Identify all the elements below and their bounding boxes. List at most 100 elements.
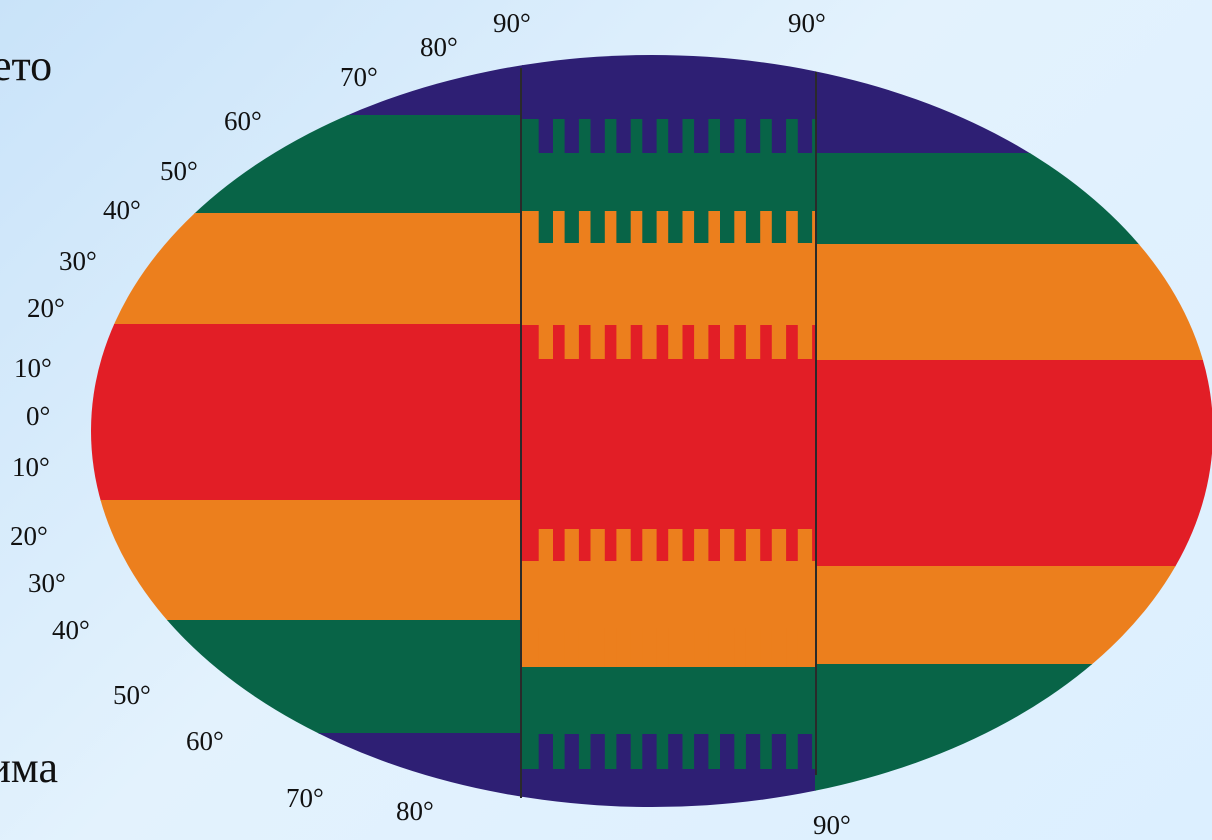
comb-tooth xyxy=(642,211,657,243)
comb-tooth xyxy=(694,628,709,667)
comb-tooth xyxy=(590,628,605,667)
comb-tooth xyxy=(642,119,657,153)
comb-tooth xyxy=(694,734,709,770)
lat-label-s70: 70° xyxy=(286,783,324,813)
comb-tooth xyxy=(538,628,553,667)
comb-tooth xyxy=(668,734,683,770)
comb-tooth xyxy=(590,119,605,153)
comb-tooth xyxy=(590,211,605,243)
season-label-summer: лето xyxy=(0,41,52,90)
band-temperate-north-left xyxy=(91,115,523,214)
comb-tooth xyxy=(668,628,683,667)
comb-tooth xyxy=(745,211,761,243)
band-tropical-right xyxy=(815,360,1212,567)
right-section xyxy=(815,55,1212,807)
comb-tooth xyxy=(538,211,553,243)
band-temperate-south-left xyxy=(91,620,523,734)
comb-subtropical-south xyxy=(538,529,813,562)
comb-tooth xyxy=(564,119,579,153)
comb-tooth xyxy=(745,119,761,153)
comb-tooth xyxy=(564,734,579,770)
meridian-label-top-left: 90° xyxy=(493,8,531,38)
band-polar-north-right xyxy=(815,55,1212,154)
comb-tooth xyxy=(616,325,631,359)
lat-label-equator: 0° xyxy=(26,401,50,431)
lat-label-s30: 30° xyxy=(28,568,66,598)
comb-tooth xyxy=(668,119,683,153)
comb-tooth xyxy=(771,628,787,667)
comb-tooth xyxy=(694,529,709,562)
lat-label-s20: 20° xyxy=(10,521,48,551)
comb-tooth xyxy=(745,734,761,770)
comb-tooth xyxy=(590,325,605,359)
comb-tooth xyxy=(771,211,787,243)
comb-tooth xyxy=(538,325,553,359)
comb-tooth xyxy=(797,529,813,562)
lat-label-n40: 40° xyxy=(103,195,141,225)
comb-tooth xyxy=(771,734,787,770)
lat-label-n10: 10° xyxy=(14,353,52,383)
band-subtropical-north-right xyxy=(815,244,1212,361)
comb-subtropical-north xyxy=(538,325,813,359)
comb-tooth xyxy=(694,211,709,243)
comb-tooth xyxy=(538,529,553,562)
comb-tooth xyxy=(642,734,657,770)
comb-tooth xyxy=(616,734,631,770)
comb-tooth xyxy=(616,529,631,562)
comb-tooth xyxy=(720,119,735,153)
comb-tooth xyxy=(668,211,683,243)
comb-tooth xyxy=(590,734,605,770)
earth-oval xyxy=(91,55,1212,807)
band-temperate-south-right xyxy=(815,664,1212,807)
lat-label-n50: 50° xyxy=(160,156,198,186)
meridian-label-top-right: 90° xyxy=(788,8,826,38)
lat-label-n60: 60° xyxy=(224,106,262,136)
comb-tooth xyxy=(616,211,631,243)
comb-tooth xyxy=(720,325,735,359)
lat-label-n80: 80° xyxy=(420,32,458,62)
lat-label-s60: 60° xyxy=(186,726,224,756)
comb-tooth xyxy=(642,325,657,359)
comb-tooth xyxy=(745,628,761,667)
lat-label-s50: 50° xyxy=(113,680,151,710)
comb-tooth xyxy=(797,734,813,770)
comb-tooth xyxy=(642,628,657,667)
comb-subtropical-south-2 xyxy=(538,628,813,667)
comb-tooth xyxy=(720,211,735,243)
comb-tooth xyxy=(564,211,579,243)
band-subtropical-north-left xyxy=(91,213,523,325)
band-subtropical-south-right xyxy=(815,566,1212,665)
band-polar-north-mid xyxy=(522,55,816,120)
band-polar-south-mid xyxy=(522,769,816,807)
latitude-labels: 80° 70° 60° 50° 40° 30° 20° 10° 0° 10° 2… xyxy=(10,32,458,826)
comb-tooth xyxy=(642,529,657,562)
lat-label-n30: 30° xyxy=(59,246,97,276)
band-subtropical-south-left xyxy=(91,500,523,621)
comb-tooth xyxy=(564,628,579,667)
comb-tooth xyxy=(771,325,787,359)
comb-tooth xyxy=(564,325,579,359)
comb-tooth xyxy=(668,325,683,359)
left-section xyxy=(91,55,523,807)
comb-tooth xyxy=(771,119,787,153)
band-tropical-left xyxy=(91,324,523,501)
comb-tooth xyxy=(668,529,683,562)
comb-tooth xyxy=(745,529,761,562)
comb-tooth xyxy=(797,325,813,359)
meridian-label-bottom-right: 90° xyxy=(813,810,851,840)
comb-tooth xyxy=(616,628,631,667)
band-temperate-north-right xyxy=(815,153,1212,245)
band-tropical-mid xyxy=(522,325,816,562)
comb-tooth xyxy=(797,211,813,243)
comb-tooth xyxy=(538,119,553,153)
lat-label-s40: 40° xyxy=(52,615,90,645)
comb-tooth xyxy=(694,119,709,153)
comb-temperate-north xyxy=(538,211,813,243)
comb-polar-south xyxy=(538,734,813,770)
comb-tooth xyxy=(694,325,709,359)
comb-tooth xyxy=(720,628,735,667)
comb-tooth xyxy=(720,734,735,770)
transition-combs xyxy=(538,119,813,770)
comb-tooth xyxy=(616,119,631,153)
